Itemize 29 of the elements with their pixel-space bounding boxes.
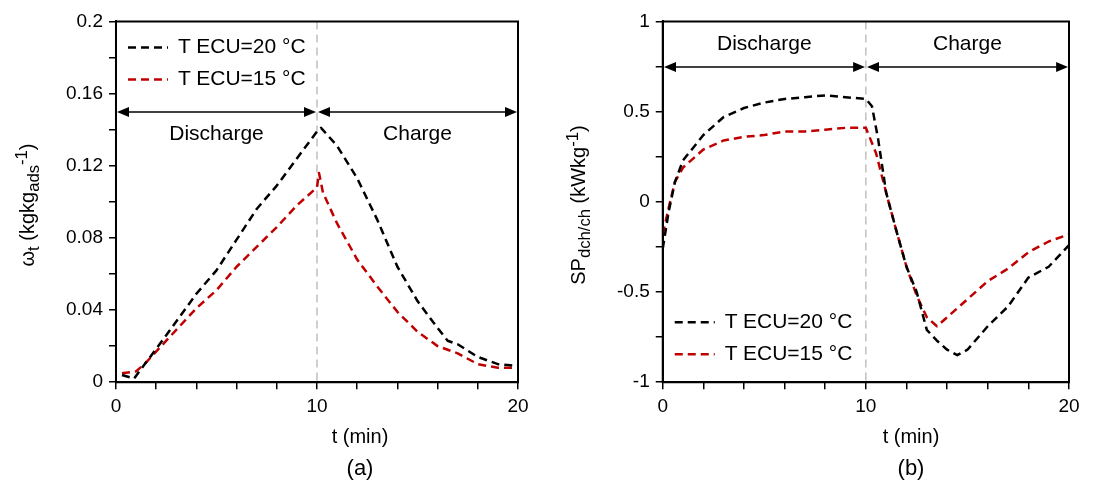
x-tick-label: 0 [110,394,122,416]
y-tick-label: 0.12 [66,153,103,175]
y-tick-label: 0.2 [76,9,103,31]
legend-label: T ECU=20 °C [724,309,853,332]
y-tick-label: 0.04 [66,298,104,320]
y-tick-label: -0.5 [616,280,650,302]
text: (b) [897,455,925,481]
x-tick-label: 10 [306,394,328,416]
x-axis-title: t (min) [882,425,940,448]
x-tick-label: 20 [507,394,529,416]
y-tick-label: 0.16 [66,81,103,103]
legend-label: T ECU=20 °C [177,34,306,58]
x-tick-label: 20 [1058,394,1080,416]
x-axis-title: t (min) [331,425,389,448]
y-tick-label: 0.5 [623,99,650,121]
x-tick-label: 10 [855,394,877,416]
text: (a) [346,455,374,481]
y-tick-label: 0 [639,190,650,212]
y-tick-label: 0.08 [66,226,103,248]
x-tick-label: 0 [657,394,669,416]
y-tick-label: 1 [639,9,650,31]
legend-label: T ECU=15 °C [724,341,853,364]
annotation: Charge [383,120,452,144]
y-tick-label: 0 [92,370,103,392]
annotation: Discharge [169,120,264,144]
annotation: Discharge [717,30,812,54]
legend-label: T ECU=15 °C [177,66,306,90]
y-tick-label: -1 [632,370,650,392]
annotation: Charge [932,30,1002,54]
